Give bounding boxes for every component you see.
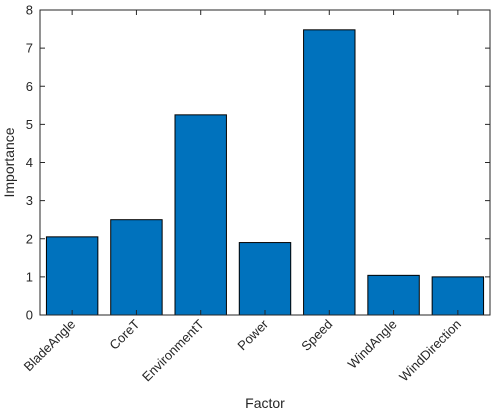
y-tick-label: 1 <box>26 269 33 284</box>
y-tick-label: 4 <box>26 155 33 170</box>
x-axis-title: Factor <box>245 395 285 411</box>
x-tick-label: Power <box>234 316 271 353</box>
y-axis-title: Importance <box>1 127 17 197</box>
bar-windangle <box>367 274 420 316</box>
bar-winddirection <box>431 276 485 316</box>
y-tick-label: 5 <box>26 117 33 132</box>
x-tick-label: WindAngle <box>345 317 400 372</box>
x-tick-label: BladeAngle <box>21 317 79 375</box>
y-axis-ticks: 0 1 2 3 4 5 6 7 8 <box>26 3 490 323</box>
y-tick-label: 0 <box>26 308 33 323</box>
y-tick-label: 2 <box>26 231 33 246</box>
bar-power <box>238 242 292 316</box>
x-tick-label: Speed <box>298 317 335 354</box>
bar-bladeangle <box>45 236 99 316</box>
y-tick-label: 3 <box>26 193 33 208</box>
bar-environmentt <box>174 114 227 316</box>
y-tick-label: 8 <box>26 3 33 18</box>
x-tick-label: EnvironmentT <box>139 316 207 384</box>
bar-coret <box>110 219 163 316</box>
bar-speed <box>303 29 356 316</box>
y-tick-label: 6 <box>26 79 33 94</box>
bars <box>45 29 485 316</box>
x-tick-label: WindDirection <box>396 317 464 385</box>
x-tick-label: CoreT <box>106 316 142 352</box>
y-tick-label: 7 <box>26 41 33 56</box>
